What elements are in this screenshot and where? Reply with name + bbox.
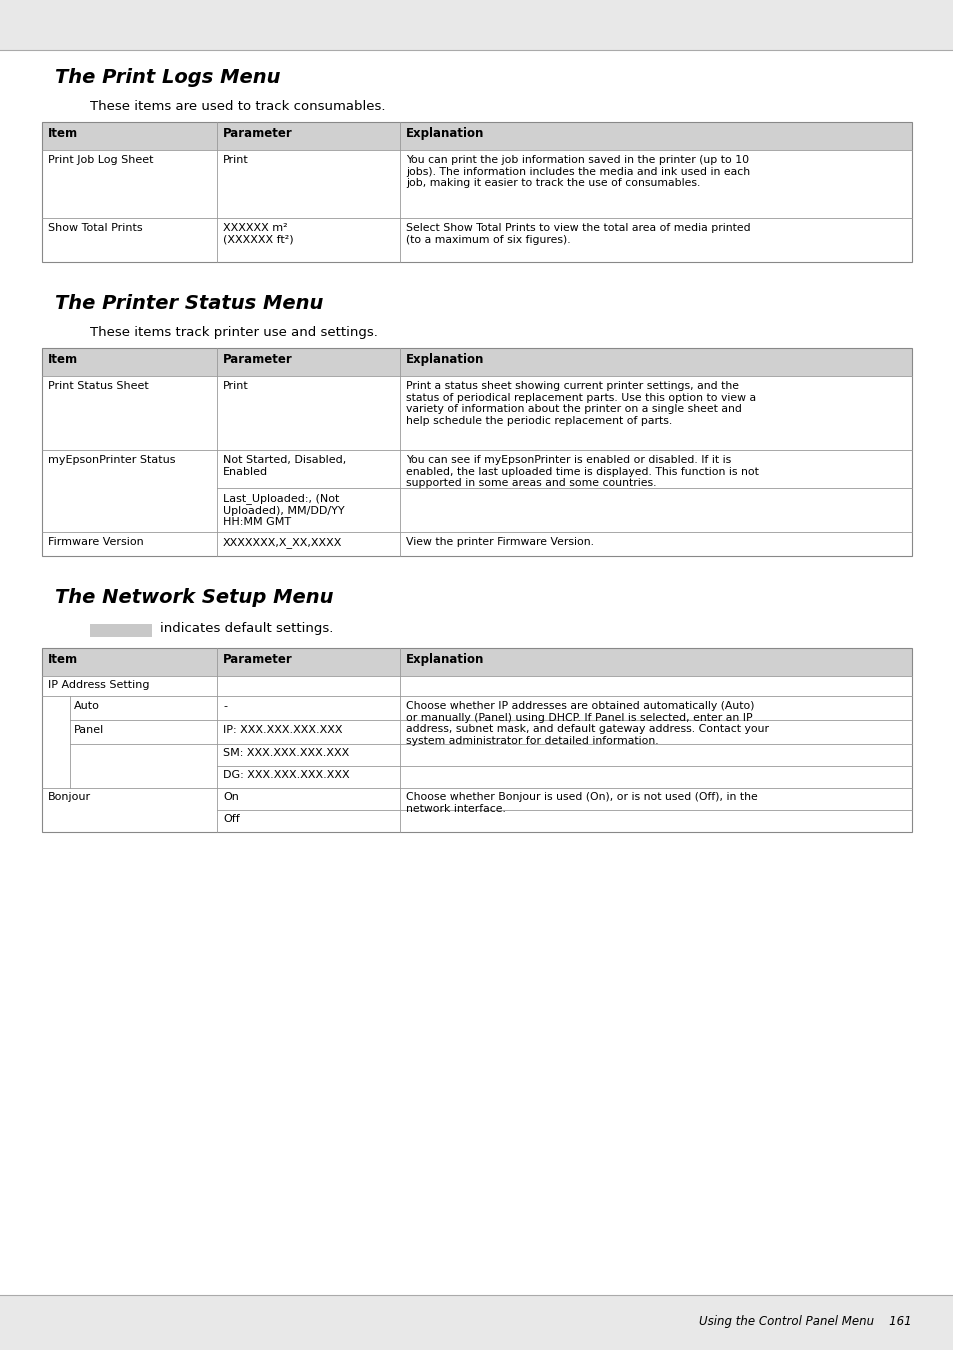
Text: Item: Item [48, 653, 78, 666]
Text: Print: Print [223, 381, 249, 392]
Text: Bonjour: Bonjour [48, 792, 91, 802]
Text: View the printer Firmware Version.: View the printer Firmware Version. [406, 537, 594, 547]
Text: Not Started, Disabled,
Enabled: Not Started, Disabled, Enabled [223, 455, 346, 477]
Text: You can print the job information saved in the printer (up to 10
jobs). The info: You can print the job information saved … [406, 155, 749, 188]
Text: Auto: Auto [74, 701, 100, 711]
Text: IP: XXX.XXX.XXX.XXX: IP: XXX.XXX.XXX.XXX [223, 725, 342, 734]
Bar [0, 1295, 953, 1350]
Bar [42, 348, 911, 377]
Text: -: - [223, 701, 227, 711]
Text: Explanation: Explanation [406, 653, 484, 666]
Text: Choose whether IP addresses are obtained automatically (Auto)
or manually (Panel: Choose whether IP addresses are obtained… [406, 701, 768, 745]
Text: XXXXXX m²
(XXXXXX ft²): XXXXXX m² (XXXXXX ft²) [223, 223, 294, 244]
Text: Using the Control Panel Menu    161: Using the Control Panel Menu 161 [699, 1315, 911, 1328]
Text: Print: Print [223, 155, 249, 165]
Text: Print a status sheet showing current printer settings, and the
status of periodi: Print a status sheet showing current pri… [406, 381, 756, 425]
Text: indicates default settings.: indicates default settings. [160, 622, 333, 634]
Text: XXXXXXX,X_XX,XXXX: XXXXXXX,X_XX,XXXX [223, 537, 342, 548]
Text: Item: Item [48, 352, 78, 366]
Text: Print Status Sheet: Print Status Sheet [48, 381, 149, 392]
Bar [42, 122, 911, 262]
Text: Firmware Version: Firmware Version [48, 537, 144, 547]
Text: Off: Off [223, 814, 239, 824]
Bar [0, 0, 953, 50]
Bar [42, 348, 911, 556]
Text: Explanation: Explanation [406, 127, 484, 140]
Text: Choose whether Bonjour is used (On), or is not used (Off), in the
network interf: Choose whether Bonjour is used (On), or … [406, 792, 757, 814]
Text: Print Job Log Sheet: Print Job Log Sheet [48, 155, 153, 165]
Text: Panel: Panel [74, 725, 104, 734]
Text: The Network Setup Menu: The Network Setup Menu [55, 589, 334, 608]
Bar [90, 624, 152, 637]
Text: Item: Item [48, 127, 78, 140]
Text: On: On [223, 792, 238, 802]
Bar [42, 648, 911, 676]
Text: IP Address Setting: IP Address Setting [48, 680, 150, 690]
Text: These items are used to track consumables.: These items are used to track consumable… [90, 100, 385, 113]
Text: Explanation: Explanation [406, 352, 484, 366]
Text: Show Total Prints: Show Total Prints [48, 223, 143, 234]
Text: myEpsonPrinter Status: myEpsonPrinter Status [48, 455, 175, 464]
Text: DG: XXX.XXX.XXX.XXX: DG: XXX.XXX.XXX.XXX [223, 769, 349, 780]
Text: Select Show Total Prints to view the total area of media printed
(to a maximum o: Select Show Total Prints to view the tot… [406, 223, 750, 244]
Text: You can see if myEpsonPrinter is enabled or disabled. If it is
enabled, the last: You can see if myEpsonPrinter is enabled… [406, 455, 758, 489]
Text: Parameter: Parameter [223, 653, 293, 666]
Text: Parameter: Parameter [223, 127, 293, 140]
Bar [42, 122, 911, 150]
Text: SM: XXX.XXX.XXX.XXX: SM: XXX.XXX.XXX.XXX [223, 748, 349, 757]
Text: The Printer Status Menu: The Printer Status Menu [55, 294, 323, 313]
Bar [42, 648, 911, 832]
Text: These items track printer use and settings.: These items track printer use and settin… [90, 325, 377, 339]
Text: The Print Logs Menu: The Print Logs Menu [55, 68, 280, 86]
Text: Parameter: Parameter [223, 352, 293, 366]
Text: Last_Uploaded:, (Not
Uploaded), MM/DD/YY
HH:MM GMT: Last_Uploaded:, (Not Uploaded), MM/DD/YY… [223, 493, 344, 526]
